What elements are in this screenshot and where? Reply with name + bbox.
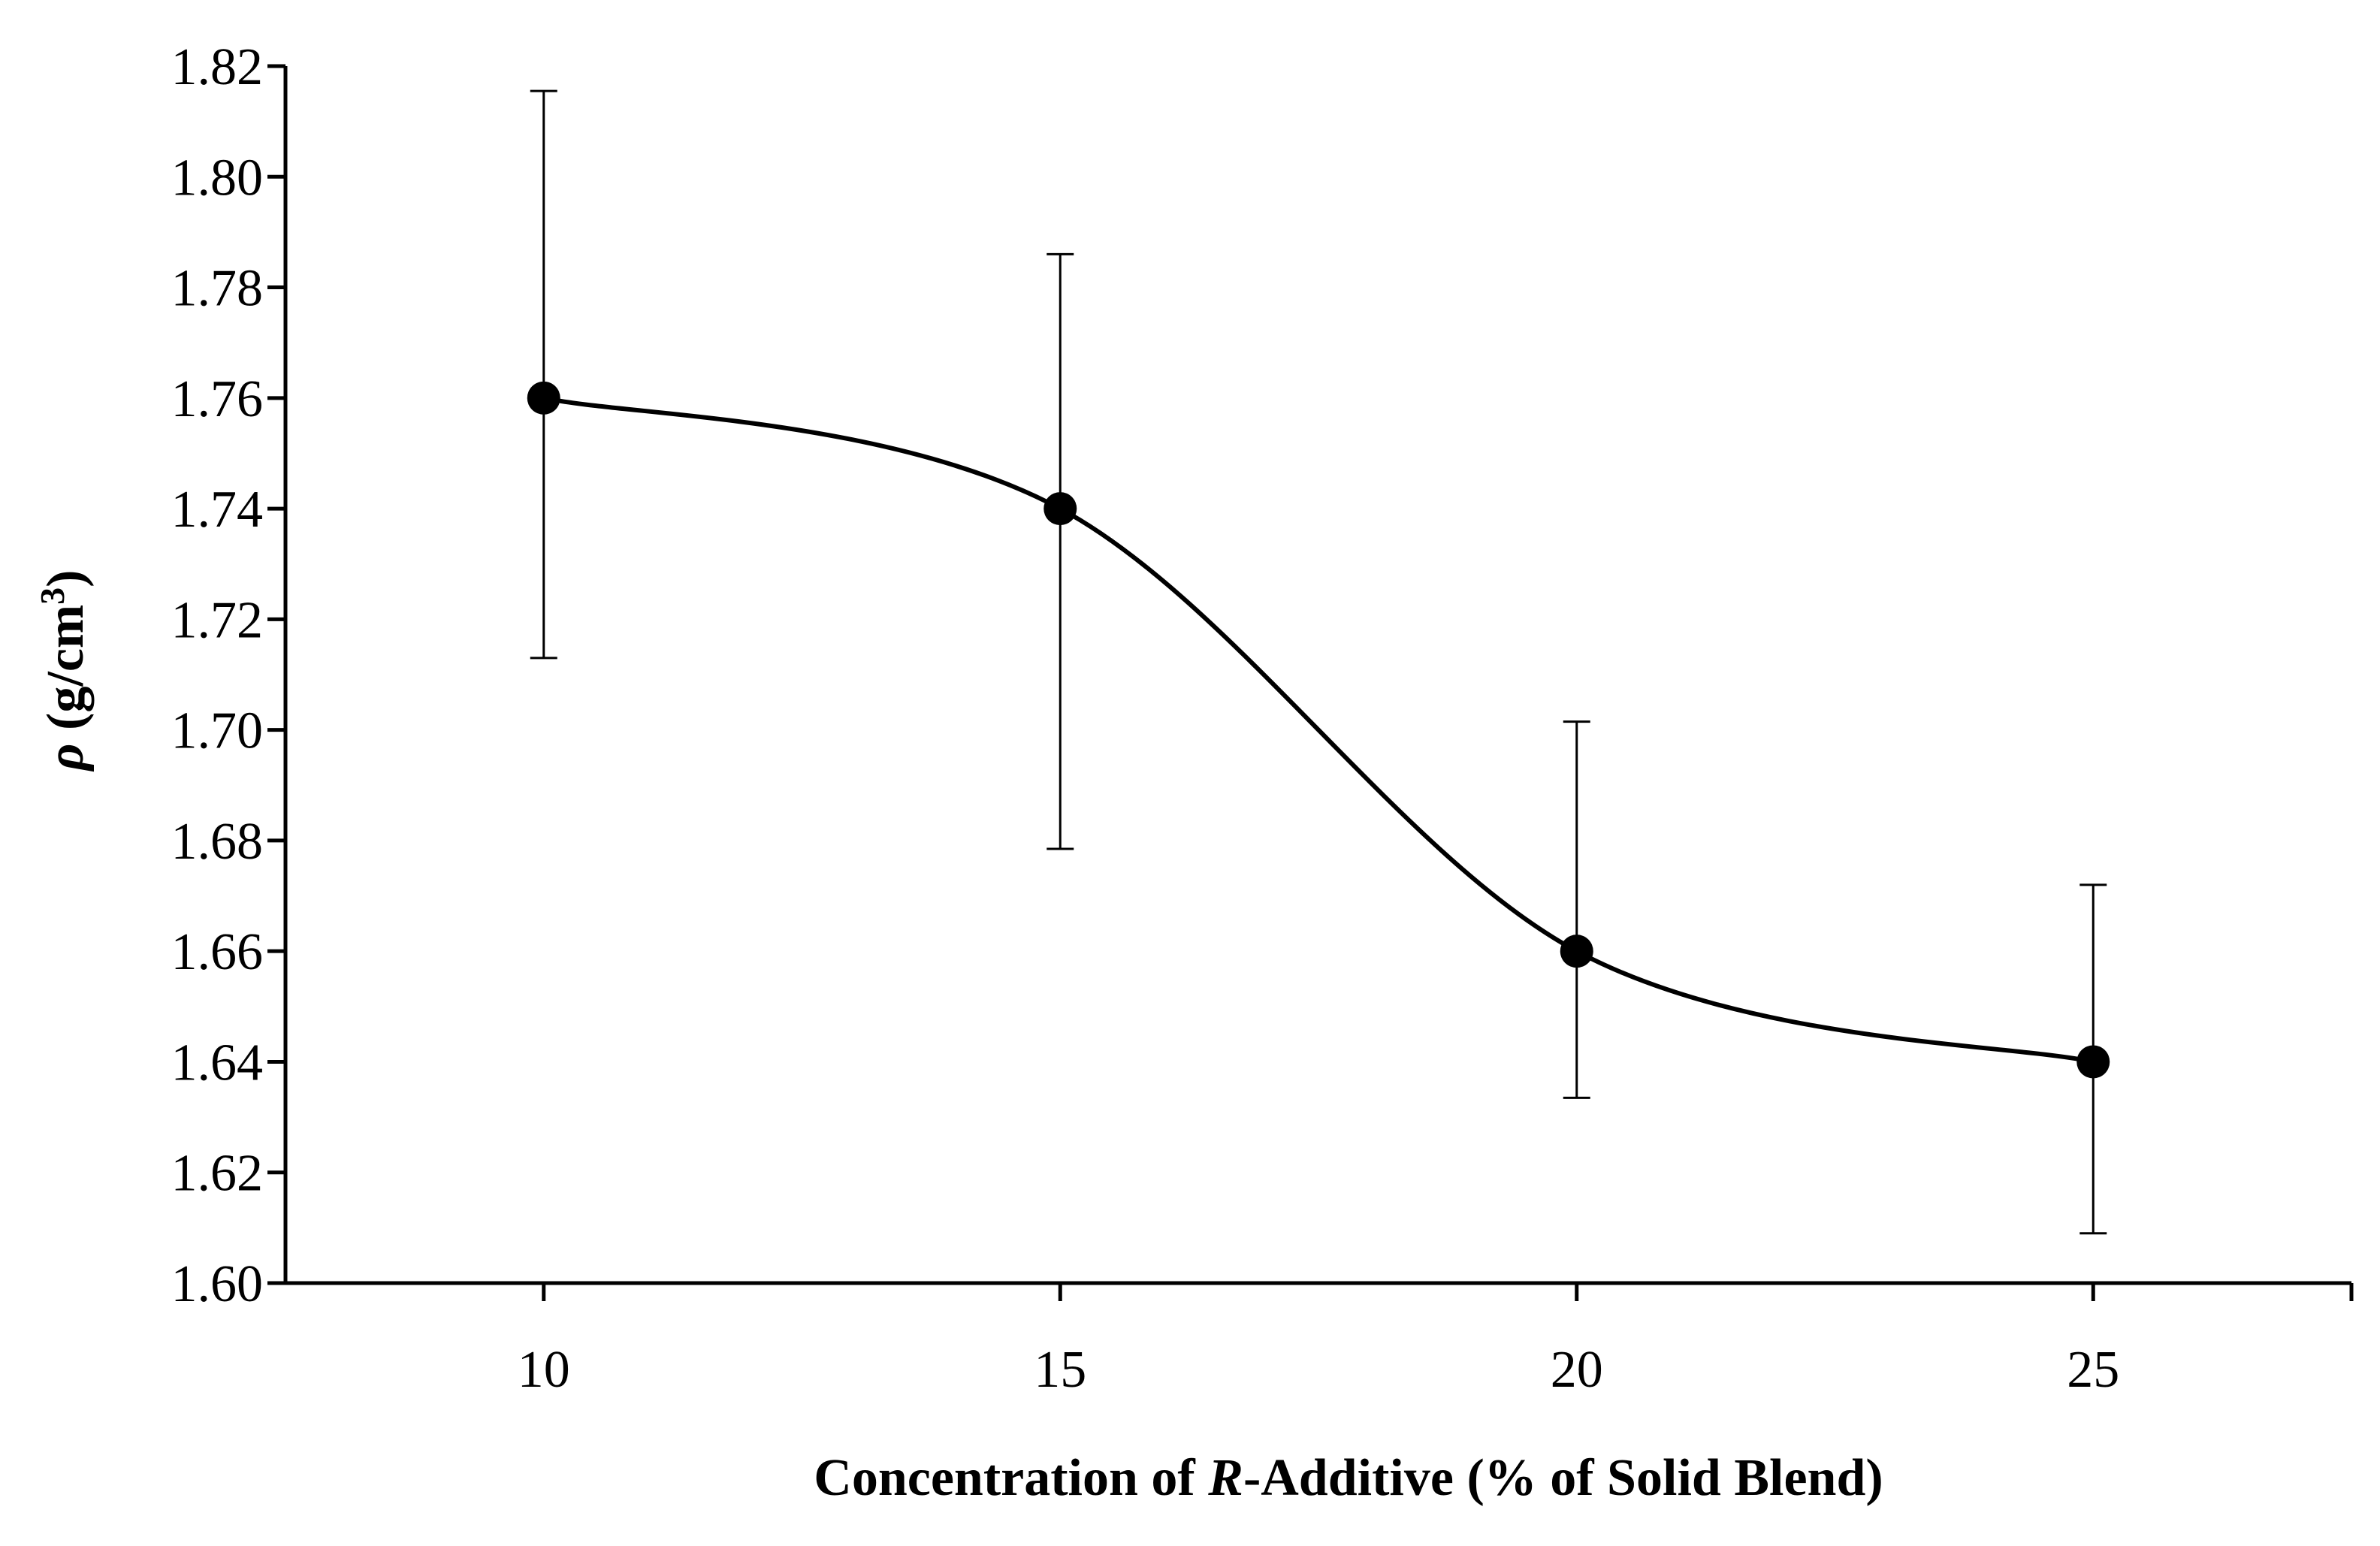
x-axis-title-suffix: -Additive (% of Solid Blend) [1243, 1449, 1883, 1507]
x-axis-title-prefix: Concentration of [814, 1449, 1208, 1507]
y-axis-title-symbol: ρ [37, 743, 95, 771]
y-tick-label: 1.70 [171, 702, 264, 760]
y-axis-title-unit: (g/cm [37, 605, 95, 744]
y-tick-label: 1.64 [171, 1034, 264, 1092]
x-ticks: 10 15 20 25 [518, 1283, 2354, 1399]
y-tick-label: 1.82 [171, 38, 264, 96]
axes [283, 66, 2351, 1285]
data-point [1044, 492, 1077, 526]
data-points [527, 381, 2110, 1079]
error-bars [530, 89, 2107, 1235]
y-tick-label: 1.72 [171, 591, 264, 649]
y-tick-label: 1.68 [171, 813, 264, 871]
y-tick-label: 1.76 [171, 370, 264, 428]
y-axis-title-close: ) [37, 569, 95, 587]
y-tick-label: 1.62 [171, 1145, 264, 1203]
y-tick-label: 1.66 [171, 923, 264, 981]
y-axis-title-superscript: 3 [33, 587, 71, 605]
series-line [543, 395, 2094, 1064]
data-point [1560, 935, 1593, 968]
x-tick-label: 25 [2067, 1341, 2119, 1399]
y-axis-title: ρ (g/cm3) [33, 569, 95, 771]
data-point [527, 381, 560, 415]
x-axis-title: Concentration of R-Additive (% of Solid … [814, 1449, 1883, 1507]
y-tick-label: 1.80 [171, 149, 264, 207]
x-tick-label: 10 [518, 1341, 570, 1399]
y-tick-label: 1.74 [171, 481, 264, 539]
y-tick-label: 1.78 [171, 260, 264, 318]
x-tick-label: 20 [1551, 1341, 1603, 1399]
x-tick-label: 15 [1034, 1341, 1086, 1399]
y-ticks: 1.60 1.62 1.64 1.66 1.68 1.70 1.72 1.74 1.76 1.78… [171, 38, 285, 1313]
x-axis-title-italic: R [1207, 1449, 1243, 1507]
y-tick-label: 1.60 [171, 1255, 264, 1313]
data-point [2076, 1045, 2110, 1079]
